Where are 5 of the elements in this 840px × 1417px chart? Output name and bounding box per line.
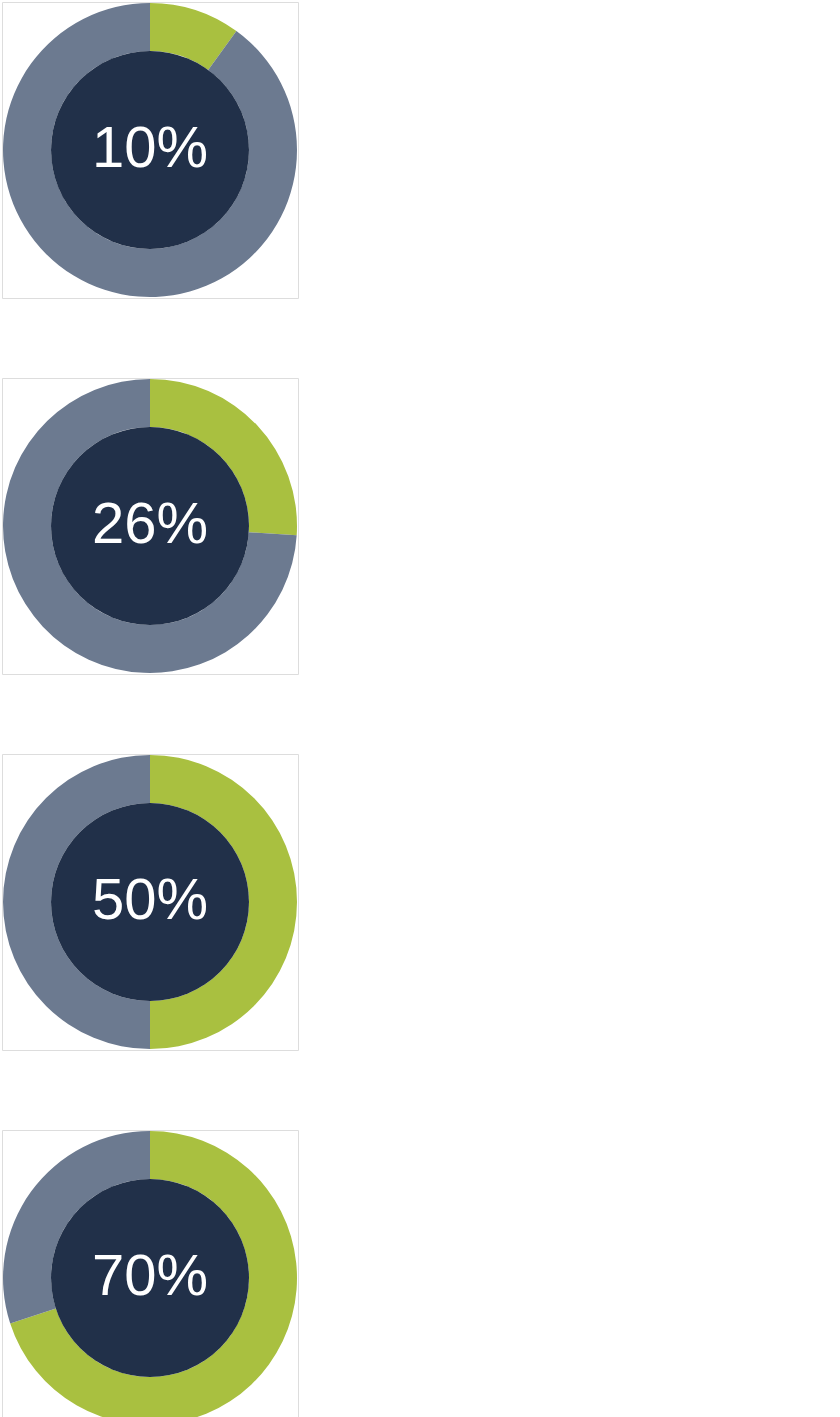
data-label: 26% (91, 490, 209, 555)
donut-slice (150, 3, 237, 70)
data-label: 50% (91, 866, 209, 931)
data-label: 10% (91, 114, 209, 179)
data-label: 70% (91, 1242, 209, 1307)
